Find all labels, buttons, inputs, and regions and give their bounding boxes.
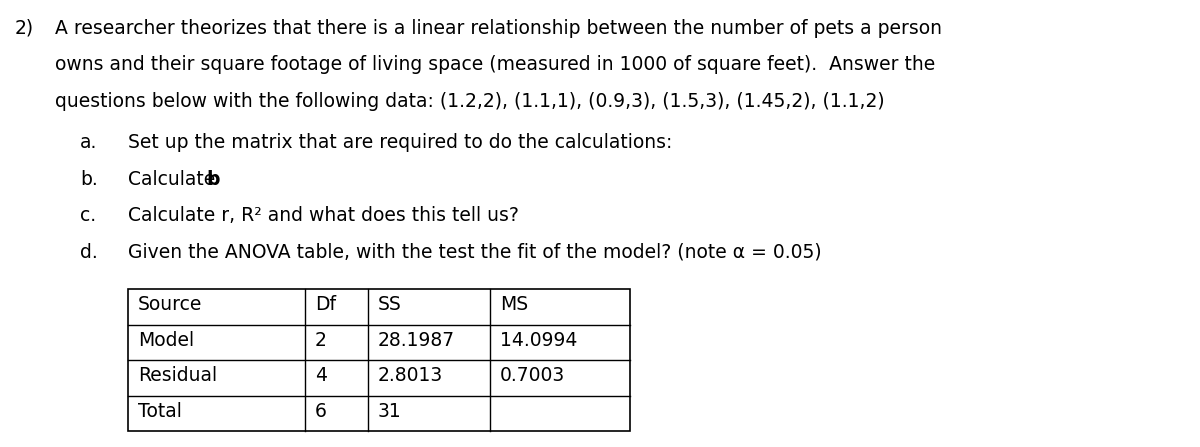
Text: b.: b.: [80, 170, 97, 189]
Text: 2: 2: [314, 331, 326, 350]
Text: d.: d.: [80, 243, 97, 262]
Text: 0.7003: 0.7003: [500, 367, 565, 385]
Text: Calculate r, R² and what does this tell us?: Calculate r, R² and what does this tell …: [128, 207, 518, 225]
Text: 14.0994: 14.0994: [500, 331, 577, 350]
Text: 28.1987: 28.1987: [378, 331, 455, 350]
Text: owns and their square footage of living space (measured in 1000 of square feet).: owns and their square footage of living …: [55, 55, 935, 75]
Text: MS: MS: [500, 295, 528, 315]
Text: Source: Source: [138, 295, 203, 315]
Bar: [128, 290, 630, 431]
Text: 31: 31: [378, 402, 402, 421]
Text: b: b: [206, 170, 220, 189]
Text: Set up the matrix that are required to do the calculations:: Set up the matrix that are required to d…: [128, 134, 672, 152]
Text: Given the ANOVA table, with the test the fit of the model? (note α = 0.05): Given the ANOVA table, with the test the…: [128, 243, 822, 262]
Text: Total: Total: [138, 402, 182, 421]
Text: 2): 2): [14, 19, 34, 38]
Text: Calculate: Calculate: [128, 170, 221, 189]
Text: Residual: Residual: [138, 367, 217, 385]
Text: a.: a.: [80, 134, 97, 152]
Text: 2.8013: 2.8013: [378, 367, 443, 385]
Text: 6: 6: [314, 402, 326, 421]
Text: c.: c.: [80, 207, 96, 225]
Text: 4: 4: [314, 367, 326, 385]
Text: A researcher theorizes that there is a linear relationship between the number of: A researcher theorizes that there is a l…: [55, 19, 942, 38]
Text: SS: SS: [378, 295, 402, 315]
Text: Model: Model: [138, 331, 194, 350]
Text: Df: Df: [314, 295, 336, 315]
Text: questions below with the following data: (1.2,2), (1.1,1), (0.9,3), (1.5,3), (1.: questions below with the following data:…: [55, 92, 884, 111]
